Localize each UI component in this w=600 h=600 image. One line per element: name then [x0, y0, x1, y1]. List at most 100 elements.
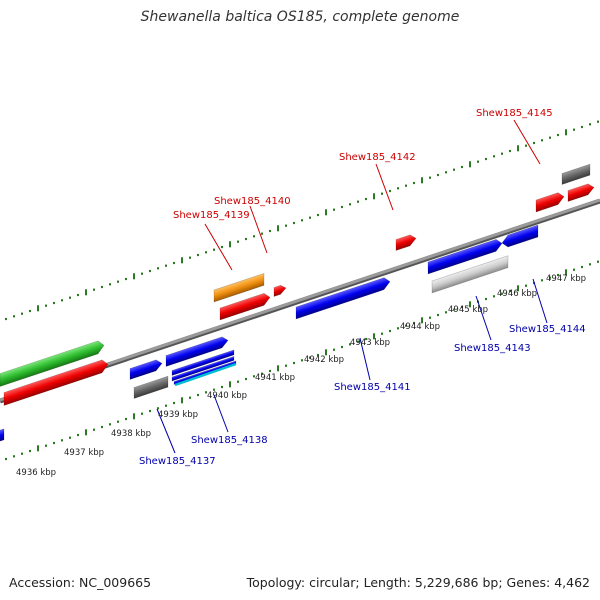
major-tick	[37, 305, 39, 312]
minor-tick	[557, 133, 559, 137]
minor-tick	[213, 388, 215, 391]
minor-tick	[525, 144, 527, 147]
minor-tick	[21, 452, 23, 455]
minor-tick	[77, 433, 79, 437]
major-tick	[565, 129, 567, 136]
major-tick	[469, 301, 471, 308]
minor-tick	[597, 120, 599, 123]
tick-label: 4939 kbp	[158, 410, 198, 420]
gene-arrow-red	[219, 292, 271, 321]
minor-tick	[549, 136, 551, 139]
major-tick	[325, 349, 327, 356]
minor-tick	[29, 449, 31, 453]
minor-tick	[93, 428, 95, 431]
minor-tick	[45, 304, 47, 307]
minor-tick	[429, 316, 431, 319]
minor-tick	[157, 407, 159, 410]
minor-tick	[21, 312, 23, 315]
gene-arrow-red	[273, 284, 287, 297]
gene-arrow-blue	[129, 359, 163, 380]
minor-tick	[333, 208, 335, 211]
major-tick	[181, 397, 183, 404]
gene-arrow-blue	[165, 336, 229, 367]
minor-tick	[269, 229, 271, 233]
gene-arrow-blue	[0, 428, 5, 442]
arrow-body	[173, 360, 237, 385]
minor-tick	[581, 125, 583, 129]
minor-tick	[213, 248, 215, 251]
minor-tick	[413, 181, 415, 185]
minor-tick	[589, 263, 591, 266]
minor-tick	[501, 292, 503, 295]
minor-tick	[141, 272, 143, 275]
minor-tick	[245, 377, 247, 381]
minor-tick	[13, 315, 15, 318]
gene-labels: Shew185_4139 Shew185_4140 Shew185_4142 S…	[139, 108, 586, 467]
minor-tick	[173, 401, 175, 405]
tick-label: 4938 kbp	[111, 429, 151, 439]
minor-tick	[381, 192, 383, 195]
gene-arrow-red	[395, 234, 417, 251]
gene-arrow-gray	[133, 375, 169, 399]
label-leaders	[156, 119, 548, 454]
minor-tick	[581, 265, 583, 269]
arrow-body	[129, 359, 163, 380]
accession-text: Accession: NC_009665	[9, 575, 152, 590]
minor-tick	[341, 205, 343, 209]
minor-tick	[461, 165, 463, 169]
major-tick	[37, 445, 39, 452]
minor-tick	[261, 232, 263, 235]
minor-tick	[109, 423, 111, 426]
minor-tick	[405, 184, 407, 187]
minor-tick	[445, 171, 447, 174]
major-tick	[85, 289, 87, 296]
minor-tick	[405, 324, 407, 327]
minor-tick	[317, 213, 319, 217]
minor-tick	[549, 276, 551, 279]
gene-arrow-red	[535, 192, 565, 213]
minor-tick	[69, 436, 71, 439]
minor-tick	[101, 425, 103, 429]
minor-tick	[149, 409, 151, 413]
gene-arrow-orange	[213, 272, 265, 303]
tick-label: 4945 kbp	[448, 305, 488, 315]
gene-label: Shew185_4142	[339, 152, 416, 163]
minor-tick	[237, 240, 239, 243]
minor-tick	[189, 396, 191, 399]
minor-tick	[205, 251, 207, 254]
minor-tick	[77, 293, 79, 297]
arrow-body	[395, 234, 417, 251]
gene-arrow-stripe-cyan	[173, 360, 237, 385]
minor-tick	[493, 155, 495, 158]
minor-tick	[589, 123, 591, 126]
arrow-body	[213, 272, 265, 303]
minor-tick	[341, 345, 343, 349]
minor-tick	[69, 296, 71, 299]
tick-label: 4947 kbp	[546, 274, 586, 284]
minor-tick	[221, 385, 223, 389]
major-tick	[421, 177, 423, 184]
minor-tick	[541, 279, 543, 282]
gene-label: Shew185_4140	[214, 196, 291, 207]
genome-summary-text: Topology: circular; Length: 5,229,686 bp…	[246, 575, 590, 590]
minor-tick	[165, 264, 167, 267]
major-tick	[277, 365, 279, 372]
minor-tick	[453, 308, 455, 311]
minor-tick	[61, 439, 63, 442]
tick-label: 4942 kbp	[304, 355, 344, 365]
minor-tick	[245, 237, 247, 241]
minor-tick	[237, 380, 239, 383]
major-tick	[517, 145, 519, 152]
minor-tick	[117, 280, 119, 283]
minor-tick	[477, 160, 479, 163]
arrow-body	[561, 163, 591, 185]
major-tick	[181, 257, 183, 264]
minor-tick	[413, 321, 415, 325]
minor-tick	[301, 359, 303, 362]
gene-label: Shew185_4137	[139, 456, 216, 467]
minor-tick	[437, 173, 439, 177]
gene-label: Shew185_4143	[454, 343, 531, 354]
major-tick	[373, 193, 375, 200]
minor-tick	[309, 216, 311, 219]
